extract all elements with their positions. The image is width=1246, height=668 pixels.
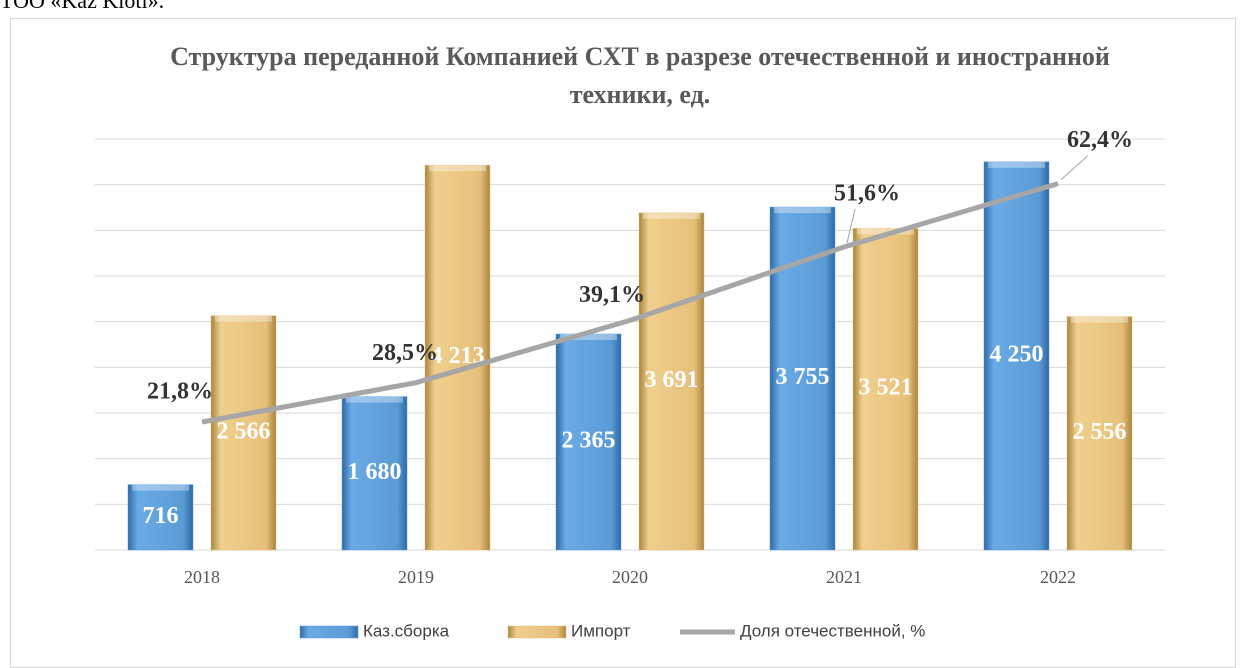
bar-value-label: 3 755 [776, 364, 830, 390]
bar [555, 333, 622, 551]
bar-cap [857, 228, 914, 235]
bar [424, 164, 491, 551]
bar [1066, 316, 1133, 551]
bar-value-label: 1 680 [348, 459, 402, 485]
bar-value-label: 3 521 [859, 375, 913, 401]
line-series [201, 181, 1059, 425]
bar-value-label: 3 691 [645, 367, 699, 393]
bar-cap [774, 207, 831, 214]
x-tick-label: 2022 [1040, 567, 1076, 587]
x-tick-label: 2020 [612, 567, 648, 587]
line-value-label: 21,8% [147, 379, 213, 405]
line-value-label: 51,6% [834, 181, 900, 207]
legend-label: Каз.сборка [363, 621, 450, 640]
bar-cap [132, 484, 189, 491]
legend-swatch [507, 625, 567, 639]
bar-value-label: 2 365 [562, 427, 616, 453]
bar-cap [215, 315, 272, 322]
bar-value-label: 4 250 [990, 341, 1044, 367]
line-value-label: 39,1% [579, 282, 645, 308]
bar-cap [346, 396, 403, 403]
bar [210, 315, 277, 551]
line-value-label: 28,5% [372, 340, 438, 366]
bar [638, 212, 705, 551]
bar [983, 161, 1050, 551]
bar-cap [560, 333, 617, 340]
legend-swatch [299, 625, 359, 639]
bar [769, 206, 836, 551]
bar-cap [1071, 316, 1128, 323]
x-tick-label: 2019 [398, 567, 434, 587]
bar-cap [429, 165, 486, 172]
bar-cap [643, 212, 700, 219]
chart-title: Структура переданной Компанией СХТ в раз… [170, 42, 1110, 109]
bar [341, 396, 408, 551]
bar-value-label: 2 566 [217, 418, 271, 444]
x-tick-label: 2018 [184, 567, 220, 587]
line-value-label: 62,4% [1067, 127, 1133, 153]
bar-value-label: 2 556 [1073, 419, 1127, 445]
caption: ТОО «Kaz Kioti». [0, 0, 165, 13]
bar [127, 484, 194, 551]
bar-cap [988, 161, 1045, 168]
leader-line [1060, 155, 1089, 180]
legend-label: Импорт [571, 621, 631, 640]
bar-value-label: 716 [143, 503, 179, 529]
leader-line [846, 208, 856, 244]
legend-label: Доля отечественной, % [740, 621, 925, 640]
bar [852, 228, 919, 551]
x-tick-label: 2021 [826, 567, 862, 587]
